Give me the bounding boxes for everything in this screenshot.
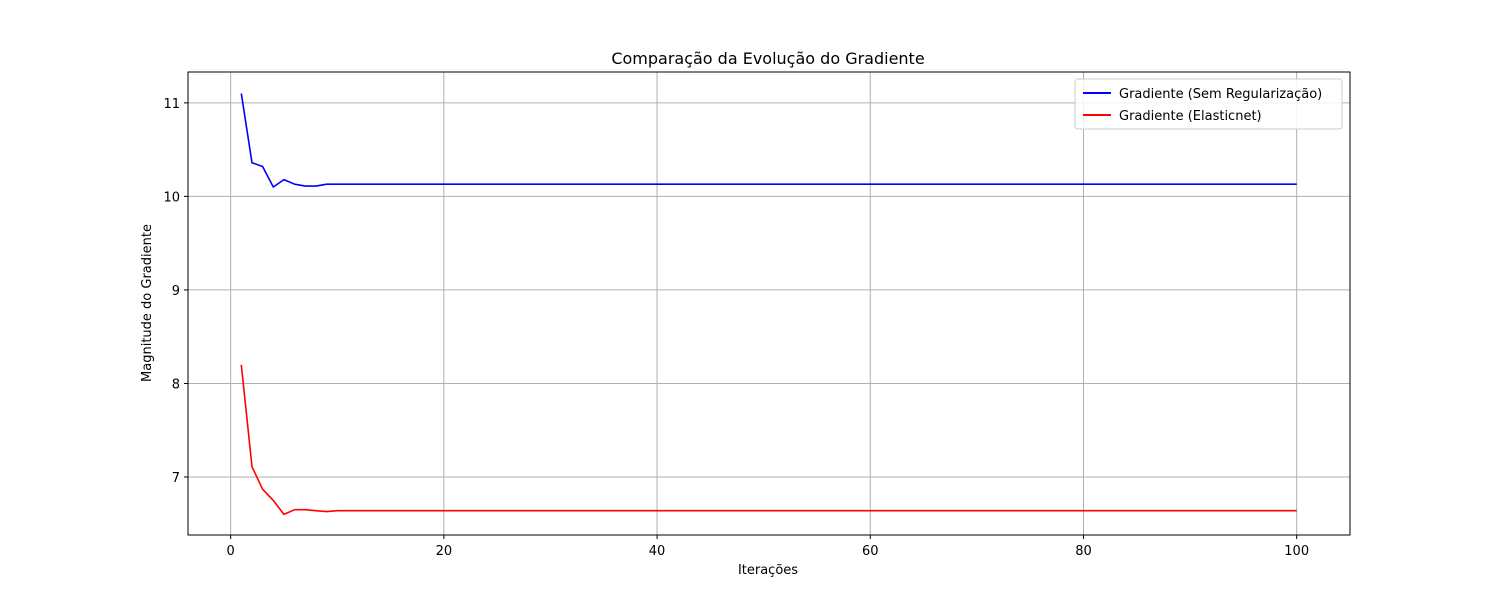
y-tick-label: 10 <box>163 190 180 205</box>
x-tick-label: 0 <box>227 544 235 559</box>
x-axis-label: Iterações <box>738 563 798 578</box>
y-tick-label: 9 <box>172 284 180 299</box>
x-tick-label: 20 <box>436 544 453 559</box>
series-line-1 <box>240 93 1297 188</box>
legend-box <box>1074 78 1343 130</box>
x-tick-label: 80 <box>1075 544 1092 559</box>
y-tick-label: 11 <box>163 97 180 112</box>
legend-label: Gradiente (Sem Regularização) <box>1119 87 1322 102</box>
plot-area-frame <box>187 71 1351 536</box>
x-tick-label: 40 <box>649 544 666 559</box>
x-tick-label: 60 <box>862 544 879 559</box>
series-lines <box>240 93 1297 516</box>
chart-title: Comparação da Evolução do Gradiente <box>611 49 924 68</box>
grid-lines <box>188 72 1350 535</box>
y-tick-label: 7 <box>172 471 180 486</box>
legend-label: Gradiente (Elasticnet) <box>1119 109 1262 124</box>
axis-ticks: 0 20 40 60 80 100 7 8 9 10 11 <box>163 97 1309 559</box>
x-tick-label: 100 <box>1284 544 1309 559</box>
legend: Gradiente (Sem Regularização) Gradiente (… <box>1074 78 1343 130</box>
y-tick-label: 8 <box>172 377 180 392</box>
y-axis-label: Magnitude do Gradiente <box>140 224 155 382</box>
series-line-2 <box>240 364 1297 516</box>
